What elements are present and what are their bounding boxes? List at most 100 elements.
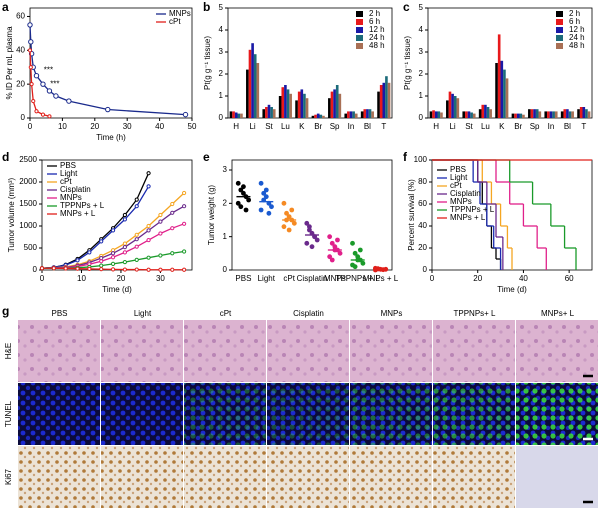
bar bbox=[500, 60, 504, 118]
data-point bbox=[122, 267, 127, 272]
legend-label: 24 h bbox=[369, 33, 385, 42]
data-point bbox=[146, 171, 151, 176]
data-point bbox=[39, 266, 45, 271]
data-point bbox=[263, 187, 269, 193]
y-tick-label: 60 bbox=[16, 12, 25, 21]
data-point bbox=[235, 180, 241, 186]
bar bbox=[495, 63, 498, 118]
bar bbox=[434, 111, 438, 118]
bar bbox=[289, 93, 292, 118]
bar bbox=[352, 111, 355, 118]
data-point bbox=[34, 109, 39, 114]
y-tick-label: 2 bbox=[219, 69, 224, 78]
plot-frame bbox=[231, 159, 393, 271]
bar bbox=[486, 107, 490, 118]
legend-label: 2 h bbox=[369, 9, 380, 18]
bar bbox=[478, 109, 482, 118]
y-axis-label: % ID Per mL plasma bbox=[5, 26, 14, 100]
data-point bbox=[182, 111, 189, 118]
x-tick-label: 0 bbox=[40, 274, 45, 283]
y-tick-label: 4 bbox=[219, 25, 224, 34]
data-point bbox=[182, 190, 187, 196]
bar bbox=[511, 113, 515, 118]
data-point bbox=[158, 212, 163, 218]
data-point bbox=[284, 210, 289, 216]
legend-swatch bbox=[556, 27, 563, 33]
legend-label: MNPs + L bbox=[450, 213, 486, 222]
x-tick-label: 0 bbox=[430, 274, 435, 283]
data-point bbox=[33, 72, 40, 79]
legend-label: Light bbox=[60, 169, 78, 178]
data-point bbox=[170, 210, 175, 215]
bar bbox=[363, 109, 367, 118]
x-axis-label: Time (h) bbox=[96, 133, 126, 142]
bar bbox=[481, 104, 485, 118]
micrograph bbox=[184, 446, 266, 508]
data-point bbox=[170, 226, 175, 231]
bar bbox=[451, 93, 454, 118]
data-point bbox=[182, 267, 187, 272]
x-tick-label: Cisplatin bbox=[297, 274, 328, 283]
tunel-signal bbox=[184, 383, 266, 445]
row-label: Ki67 bbox=[4, 468, 13, 485]
bar bbox=[368, 109, 372, 118]
x-tick-label: 10 bbox=[58, 122, 67, 131]
bar bbox=[272, 109, 276, 118]
x-tick-label: Sp bbox=[530, 122, 540, 131]
x-tick-label: cPt bbox=[283, 274, 295, 283]
data-point bbox=[146, 237, 151, 243]
x-tick-label: 40 bbox=[519, 274, 528, 283]
micrograph bbox=[101, 446, 183, 508]
y-tick-label: 20 bbox=[16, 79, 25, 88]
bar bbox=[360, 111, 364, 118]
data-point bbox=[47, 114, 52, 119]
bar bbox=[528, 109, 531, 118]
bar bbox=[453, 96, 457, 118]
tunel-signal bbox=[433, 383, 515, 445]
legend-label: MNPs bbox=[169, 9, 191, 18]
bar bbox=[265, 107, 268, 118]
bar bbox=[579, 107, 583, 118]
data-point bbox=[28, 65, 33, 70]
bar bbox=[552, 111, 555, 118]
bar bbox=[338, 93, 342, 118]
micrograph bbox=[184, 320, 266, 382]
data-point bbox=[309, 244, 315, 250]
y-axis-label: Pt(g g⁻¹ tissue) bbox=[403, 36, 412, 90]
y-tick-label: 40 bbox=[16, 45, 25, 54]
plot-frame bbox=[427, 7, 593, 119]
bar bbox=[519, 113, 523, 118]
legend-label: PBS bbox=[450, 165, 466, 174]
data-point bbox=[350, 240, 355, 246]
data-point bbox=[291, 220, 297, 226]
data-point bbox=[329, 240, 335, 246]
y-axis-label: Percent survival (%) bbox=[407, 179, 416, 251]
series-line bbox=[41, 186, 150, 269]
data-point bbox=[134, 197, 139, 202]
bar bbox=[311, 115, 315, 118]
data-point bbox=[122, 241, 127, 246]
x-tick-label: In bbox=[548, 122, 555, 131]
data-point bbox=[281, 224, 287, 230]
data-point bbox=[289, 207, 295, 213]
x-tick-label: 30 bbox=[156, 274, 165, 283]
bar bbox=[295, 100, 298, 118]
column-header: Cisplatin bbox=[293, 309, 324, 318]
plot-frame bbox=[29, 7, 193, 119]
data-point bbox=[269, 204, 274, 210]
y-tick-label: 4 bbox=[419, 25, 424, 34]
y-tick-label: 1 bbox=[419, 91, 424, 100]
column-header: MNPs bbox=[381, 309, 403, 318]
y-tick-label: 3 bbox=[223, 165, 228, 174]
y-tick-label: 100 bbox=[414, 155, 428, 164]
micrograph bbox=[101, 320, 183, 382]
ki67-low bbox=[516, 446, 598, 508]
bar bbox=[347, 111, 350, 118]
data-point bbox=[238, 204, 244, 210]
bar bbox=[456, 98, 460, 118]
bar bbox=[563, 109, 567, 118]
micrograph bbox=[433, 320, 515, 382]
data-point bbox=[29, 82, 34, 87]
legend-label: 12 h bbox=[369, 25, 385, 34]
data-point bbox=[263, 194, 269, 200]
